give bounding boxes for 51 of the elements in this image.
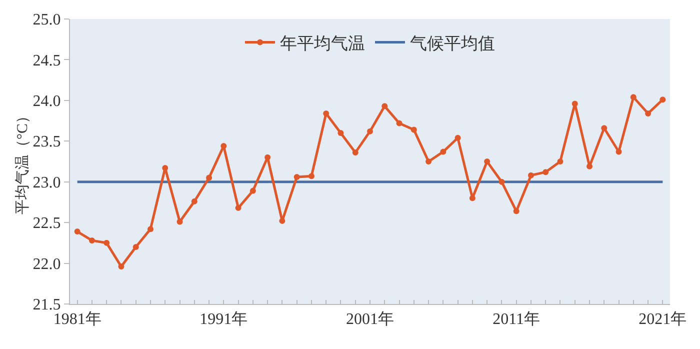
x-tick-label: 1991年 xyxy=(200,311,248,328)
y-tick-label: 22.0 xyxy=(32,256,61,273)
point xyxy=(645,110,652,116)
point xyxy=(557,158,564,164)
point xyxy=(147,226,154,232)
point xyxy=(74,228,80,235)
point xyxy=(616,148,622,155)
y-tick-label: 23.0 xyxy=(32,174,61,192)
point xyxy=(440,148,446,155)
point xyxy=(352,150,358,156)
legend-label: 气候平均值 xyxy=(410,34,495,53)
point xyxy=(382,103,388,110)
point xyxy=(542,169,549,176)
x-tick-label: 1981年 xyxy=(53,311,102,328)
point xyxy=(104,240,110,246)
point xyxy=(426,158,432,164)
legend-label: 年平均气温 xyxy=(280,34,365,53)
point xyxy=(206,174,212,181)
point xyxy=(250,188,256,194)
x-tick-label: 2011年 xyxy=(492,311,540,328)
point xyxy=(454,134,461,141)
point xyxy=(513,208,520,214)
point xyxy=(235,204,242,211)
point xyxy=(118,264,124,270)
point xyxy=(410,126,417,133)
point xyxy=(367,128,373,134)
x-tick-label: 2021年 xyxy=(638,311,687,328)
point xyxy=(528,172,534,178)
y-tick-label: 25.0 xyxy=(32,12,61,29)
point xyxy=(88,237,95,244)
point xyxy=(601,125,608,132)
point xyxy=(294,174,300,180)
point xyxy=(484,158,490,164)
y-tick-label: 22.5 xyxy=(32,215,61,232)
point xyxy=(264,154,271,160)
y-tick-label: 21.5 xyxy=(32,296,61,314)
point xyxy=(323,110,330,116)
y-axis-title: 平均气温（°C） xyxy=(14,108,31,215)
point xyxy=(660,96,666,103)
point xyxy=(176,218,183,225)
point xyxy=(308,173,314,180)
y-tick-label: 23.5 xyxy=(32,134,61,151)
point xyxy=(396,120,402,126)
y-tick-label: 24.0 xyxy=(32,93,61,110)
y-tick-label: 24.5 xyxy=(32,52,61,70)
point xyxy=(498,178,505,185)
x-tick-label: 2001年 xyxy=(346,311,394,328)
point xyxy=(191,198,198,204)
point xyxy=(338,130,344,136)
point xyxy=(469,195,476,202)
point xyxy=(132,244,139,250)
